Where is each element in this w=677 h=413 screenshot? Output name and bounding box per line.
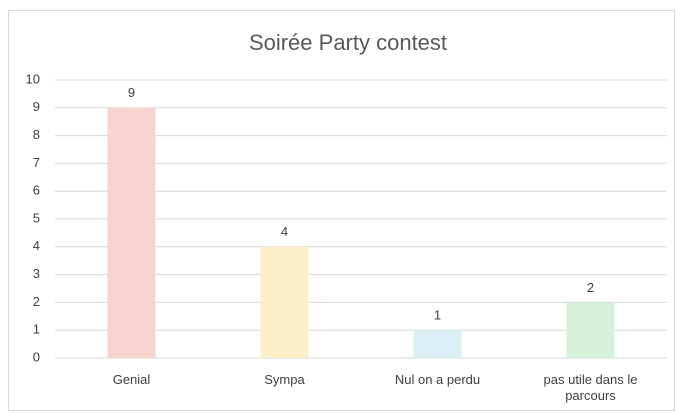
x-tick-label: Genial <box>112 372 151 387</box>
y-tick-label: 6 <box>33 183 40 198</box>
x-tick-label: Nul on a perdu <box>394 372 481 387</box>
y-tick-label: 9 <box>33 99 40 114</box>
y-tick-label: 4 <box>33 238 40 253</box>
y-tick-label: 1 <box>33 322 40 337</box>
data-label: 9 <box>128 85 135 100</box>
bar <box>260 246 309 358</box>
data-label: 2 <box>587 280 594 295</box>
x-tick-label: pas utile dans le parcours <box>543 372 638 403</box>
y-tick-label: 2 <box>33 294 40 309</box>
bar <box>566 302 615 358</box>
bar <box>107 107 156 358</box>
data-label: 1 <box>434 308 441 323</box>
y-tick-label: 7 <box>33 155 40 170</box>
bar <box>413 330 462 358</box>
data-label: 4 <box>281 224 288 239</box>
y-tick-label: 0 <box>33 349 40 364</box>
y-tick-label: 3 <box>33 266 40 281</box>
y-tick-label: 5 <box>33 210 40 225</box>
y-tick-label: 10 <box>26 71 40 86</box>
x-tick-label: Sympa <box>264 372 305 387</box>
chart-title: Soirée Party contest <box>249 30 447 55</box>
y-tick-label: 8 <box>33 127 40 142</box>
